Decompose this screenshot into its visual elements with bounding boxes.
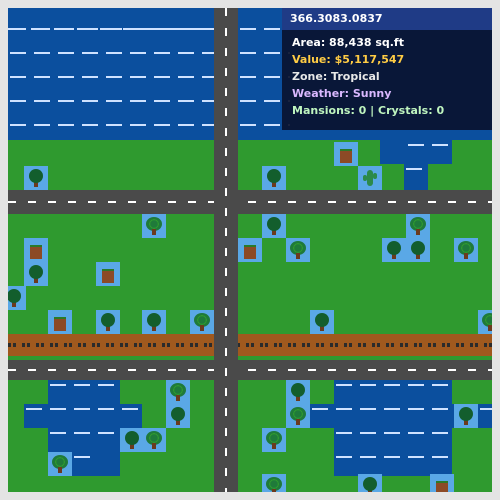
tile-tree[interactable]: [24, 262, 48, 286]
tile-palm[interactable]: [478, 310, 492, 334]
tile-palm[interactable]: [454, 238, 478, 262]
tile-palm[interactable]: [48, 452, 72, 476]
area-text: Area: 88,438 sq.ft: [292, 36, 404, 49]
tile-palm[interactable]: [190, 310, 214, 334]
tile-palm[interactable]: [142, 214, 166, 238]
value-text: Value: $5,117,547: [292, 53, 405, 66]
tile-house[interactable]: [48, 310, 72, 334]
tile-tree[interactable]: [8, 286, 26, 310]
tile-house[interactable]: [96, 262, 120, 286]
railway-ties: [8, 343, 492, 347]
tile-tree[interactable]: [262, 166, 286, 190]
zone-text: Zone: Tropical: [292, 70, 380, 83]
tile-palm[interactable]: [286, 404, 310, 428]
tile-palm[interactable]: [262, 428, 286, 452]
tile-tree[interactable]: [142, 310, 166, 334]
tile-house[interactable]: [334, 142, 358, 166]
tile-palm[interactable]: [166, 380, 190, 404]
tile-tree[interactable]: [120, 428, 144, 452]
tile-tree[interactable]: [358, 474, 382, 492]
tile-tree[interactable]: [406, 238, 430, 262]
tile-tree[interactable]: [454, 404, 478, 428]
tile-tree[interactable]: [382, 238, 406, 262]
tile-house[interactable]: [430, 474, 454, 492]
tile-palm[interactable]: [142, 428, 166, 452]
tile-tree[interactable]: [262, 214, 286, 238]
tile-palm[interactable]: [406, 214, 430, 238]
water-top-left: [8, 8, 214, 140]
tile-palm[interactable]: [262, 474, 286, 492]
tile-house[interactable]: [238, 238, 262, 262]
tile-tree[interactable]: [24, 166, 48, 190]
road-lane-marking-vertical: [225, 8, 227, 492]
property-info-panel: 366.3083.0837 Area: 88,438 sq.ft Value: …: [282, 8, 492, 130]
tile-house[interactable]: [24, 238, 48, 262]
tile-tree[interactable]: [310, 310, 334, 334]
weather-text: Weather: Sunny: [292, 87, 392, 100]
tile-cactus[interactable]: [358, 166, 382, 190]
counts-text: Mansions: 0 | Crystals: 0: [292, 104, 445, 117]
tile-tree[interactable]: [96, 310, 120, 334]
wave-layer: [8, 28, 214, 140]
tile-tree[interactable]: [286, 380, 310, 404]
water-bottom-right: [334, 380, 452, 476]
tile-tree[interactable]: [166, 404, 190, 428]
road-lane-marking-lower: [8, 369, 492, 371]
road-lane-marking-upper: [8, 201, 492, 203]
tile-palm[interactable]: [286, 238, 310, 262]
water-bottom-waves: [8, 8, 492, 492]
coordinates-title: 366.3083.0837: [282, 8, 492, 30]
